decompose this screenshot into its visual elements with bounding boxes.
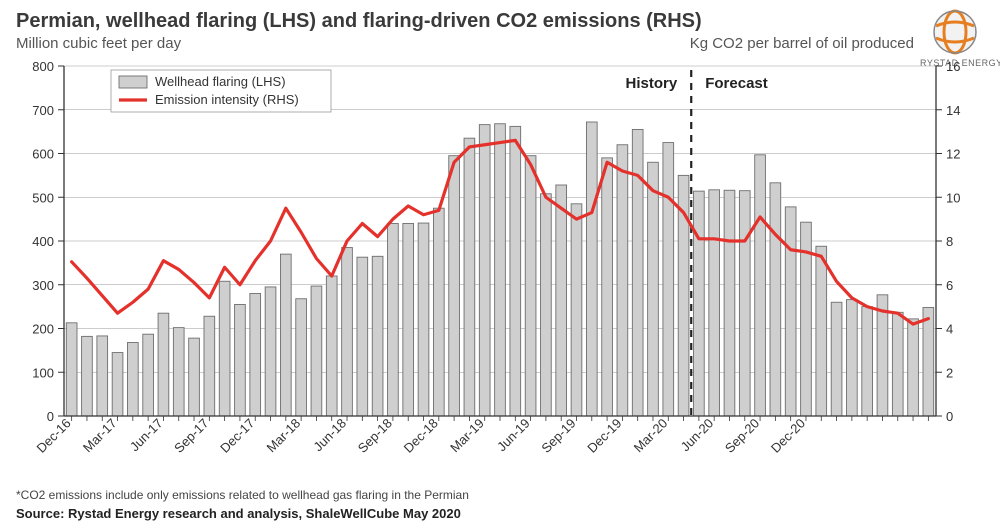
svg-text:Dec-20: Dec-20: [768, 416, 808, 456]
svg-text:2: 2: [946, 365, 953, 380]
svg-text:Mar-20: Mar-20: [631, 416, 671, 456]
chart-title: Permian, wellhead flaring (LHS) and flar…: [16, 10, 984, 33]
svg-text:History: History: [626, 75, 678, 92]
svg-text:Mar-18: Mar-18: [264, 416, 304, 456]
svg-text:600: 600: [32, 147, 54, 162]
svg-text:700: 700: [32, 103, 54, 118]
svg-text:6: 6: [946, 278, 953, 293]
svg-text:14: 14: [946, 103, 960, 118]
footnote: *CO2 emissions include only emissions re…: [16, 488, 984, 502]
svg-text:800: 800: [32, 59, 54, 74]
svg-text:Mar-17: Mar-17: [80, 416, 120, 456]
svg-text:Sep-18: Sep-18: [355, 416, 395, 456]
svg-text:Wellhead flaring (LHS): Wellhead flaring (LHS): [155, 74, 286, 89]
svg-text:100: 100: [32, 365, 54, 380]
svg-text:Sep-17: Sep-17: [171, 416, 211, 456]
y-left-axis-label: Million cubic feet per day: [16, 35, 181, 52]
svg-text:Dec-19: Dec-19: [584, 416, 624, 456]
svg-text:Forecast: Forecast: [705, 75, 768, 92]
svg-text:Jun-19: Jun-19: [494, 416, 533, 455]
svg-text:0: 0: [47, 409, 54, 424]
svg-text:Jun-17: Jun-17: [127, 416, 166, 455]
globe-icon: [931, 8, 979, 56]
source-line: Source: Rystad Energy research and analy…: [16, 506, 984, 521]
svg-text:10: 10: [946, 190, 960, 205]
chart: 0 100 200 300 400 500 600 700 800 0 2 4 6 8 10 12 14 16 De…: [16, 56, 984, 486]
svg-text:500: 500: [32, 190, 54, 205]
svg-text:300: 300: [32, 278, 54, 293]
svg-text:4: 4: [946, 322, 953, 337]
svg-text:Mar-19: Mar-19: [447, 416, 487, 456]
svg-text:Sep-19: Sep-19: [538, 416, 578, 456]
svg-text:12: 12: [946, 147, 960, 162]
y-right-axis-label: Kg CO2 per barrel of oil produced: [690, 35, 914, 52]
svg-text:Emission intensity (RHS): Emission intensity (RHS): [155, 92, 299, 107]
svg-text:8: 8: [946, 234, 953, 249]
svg-text:200: 200: [32, 322, 54, 337]
svg-text:Sep-20: Sep-20: [722, 416, 762, 456]
chart-svg: 0 100 200 300 400 500 600 700 800 0 2 4 6 8 10 12 14 16 De…: [16, 56, 984, 486]
svg-text:16: 16: [946, 59, 960, 74]
svg-text:400: 400: [32, 234, 54, 249]
svg-text:Jun-20: Jun-20: [678, 416, 717, 455]
svg-text:Jun-18: Jun-18: [310, 416, 349, 455]
svg-text:0: 0: [946, 409, 953, 424]
svg-text:Dec-17: Dec-17: [217, 416, 257, 456]
svg-text:Dec-18: Dec-18: [401, 416, 441, 456]
